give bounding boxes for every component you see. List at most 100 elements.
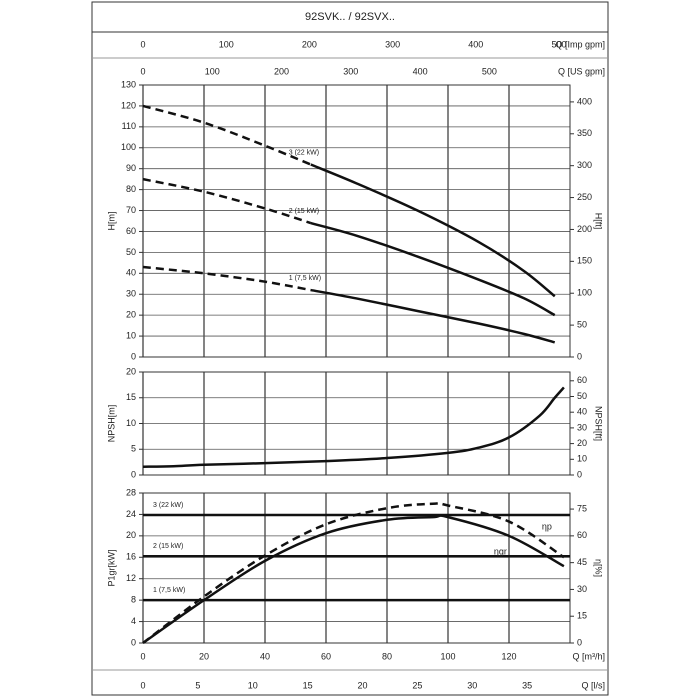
y-axis-label: H[m] (106, 212, 116, 231)
level-label: 1 (7,5 kW) (153, 587, 185, 594)
x-tick-label: 30 (467, 680, 477, 690)
x-tick-label: 120 (501, 651, 516, 661)
y2-tick-label: 60 (577, 530, 587, 540)
y-tick-label: 4 (131, 616, 136, 626)
y-tick-label: 30 (126, 289, 136, 299)
x-tick-label: 300 (385, 39, 400, 49)
plot-frame (142, 371, 571, 476)
series-label: 3 (22 kW) (289, 149, 319, 156)
y-tick-label: 28 (126, 487, 136, 497)
x-tick-label: 60 (321, 651, 331, 661)
y-tick-label: 40 (126, 268, 136, 278)
series-label: 2 (15 kW) (289, 208, 319, 215)
x-tick-label: 400 (468, 39, 483, 49)
y-tick-label: 0 (131, 469, 136, 479)
y2-tick-label: 300 (577, 160, 592, 170)
x-tick-label: 0 (140, 680, 145, 690)
x-tick-label: 0 (140, 39, 145, 49)
series-line (142, 502, 565, 644)
y2-tick-label: 50 (577, 319, 587, 329)
x-tick-label: 100 (205, 66, 220, 76)
y-tick-label: 12 (126, 573, 136, 583)
series-line (142, 265, 311, 292)
y2-tick-label: 350 (577, 128, 592, 138)
x-tick-label: 25 (412, 680, 422, 690)
x-tick-label: 10 (248, 680, 258, 690)
y2-tick-label: 20 (577, 438, 587, 448)
series-line (310, 288, 556, 344)
chart-title: 92SVK.. / 92SVX.. (305, 11, 395, 23)
x-axis-label: Q [l/s] (581, 680, 605, 690)
y2-tick-label: 0 (577, 469, 582, 479)
level-label: 3 (22 kW) (153, 502, 183, 509)
x-tick-label: 500 (552, 39, 567, 49)
x-tick-label: 200 (302, 39, 317, 49)
x-tick-label: 100 (440, 651, 455, 661)
y2-tick-label: 400 (577, 96, 592, 106)
series-line (310, 221, 556, 317)
y-tick-label: 24 (126, 509, 136, 519)
y2-tick-label: 60 (577, 375, 587, 385)
series-label: 1 (7,5 kW) (289, 275, 321, 282)
x-tick-label: 80 (382, 651, 392, 661)
y2-tick-label: 100 (577, 288, 592, 298)
series-label: ηp (542, 522, 552, 532)
x-tick-label: 20 (199, 651, 209, 661)
y2-tick-label: 30 (577, 584, 587, 594)
y-tick-label: 60 (126, 226, 136, 236)
y2-tick-label: 10 (577, 454, 587, 464)
y2-tick-label: 150 (577, 256, 592, 266)
y2-tick-label: 15 (577, 611, 587, 621)
y2-tick-label: 0 (577, 351, 582, 361)
y2-axis-label: η[%] (594, 559, 604, 577)
y2-tick-label: 200 (577, 224, 592, 234)
y-tick-label: 15 (126, 392, 136, 402)
y-tick-label: 130 (121, 79, 136, 89)
level-label: 2 (15 kW) (153, 543, 183, 550)
plot-frame (142, 492, 571, 644)
y2-tick-label: 45 (577, 557, 587, 567)
x-tick-label: 0 (140, 66, 145, 76)
y-tick-label: 50 (126, 247, 136, 257)
x-tick-label: 20 (358, 680, 368, 690)
x-tick-label: 100 (219, 39, 234, 49)
y-tick-label: 20 (126, 310, 136, 320)
x-axis-label: Q [US gpm] (558, 66, 605, 76)
y-tick-label: 20 (126, 366, 136, 376)
plot-frame (142, 84, 571, 358)
y-tick-label: 10 (126, 418, 136, 428)
y2-axis-label: H[ft] (594, 213, 604, 230)
y-tick-label: 100 (121, 142, 136, 152)
y-tick-label: 5 (131, 444, 136, 454)
x-tick-label: 5 (195, 680, 200, 690)
x-tick-label: 400 (413, 66, 428, 76)
x-tick-label: 500 (482, 66, 497, 76)
y-tick-label: 8 (131, 595, 136, 605)
y2-axis-label: NPSH[ft] (594, 406, 604, 441)
x-tick-label: 0 (140, 651, 145, 661)
x-axis-label: Q [Imp gpm] (555, 39, 605, 49)
sheet-frame (91, 1, 609, 696)
series-line (142, 386, 565, 469)
series-line (310, 163, 556, 298)
y-tick-label: 0 (131, 351, 136, 361)
y2-tick-label: 75 (577, 503, 587, 513)
y-axis-label: P1gr[kW] (106, 549, 116, 586)
x-axis-label: Q [m³/h] (572, 651, 605, 661)
y2-tick-label: 40 (577, 407, 587, 417)
x-tick-label: 200 (274, 66, 289, 76)
y2-tick-label: 30 (577, 422, 587, 432)
series-line (142, 104, 312, 166)
x-tick-label: 35 (522, 680, 532, 690)
series-label: ηgr (494, 547, 507, 557)
series-line (142, 514, 565, 645)
y-tick-label: 0 (131, 637, 136, 647)
y-tick-label: 90 (126, 163, 136, 173)
x-tick-label: 300 (343, 66, 358, 76)
y-axis-label: NPSH[m] (106, 405, 116, 443)
y2-tick-label: 250 (577, 192, 592, 202)
x-tick-label: 15 (303, 680, 313, 690)
y-tick-label: 120 (121, 100, 136, 110)
y-tick-label: 80 (126, 184, 136, 194)
